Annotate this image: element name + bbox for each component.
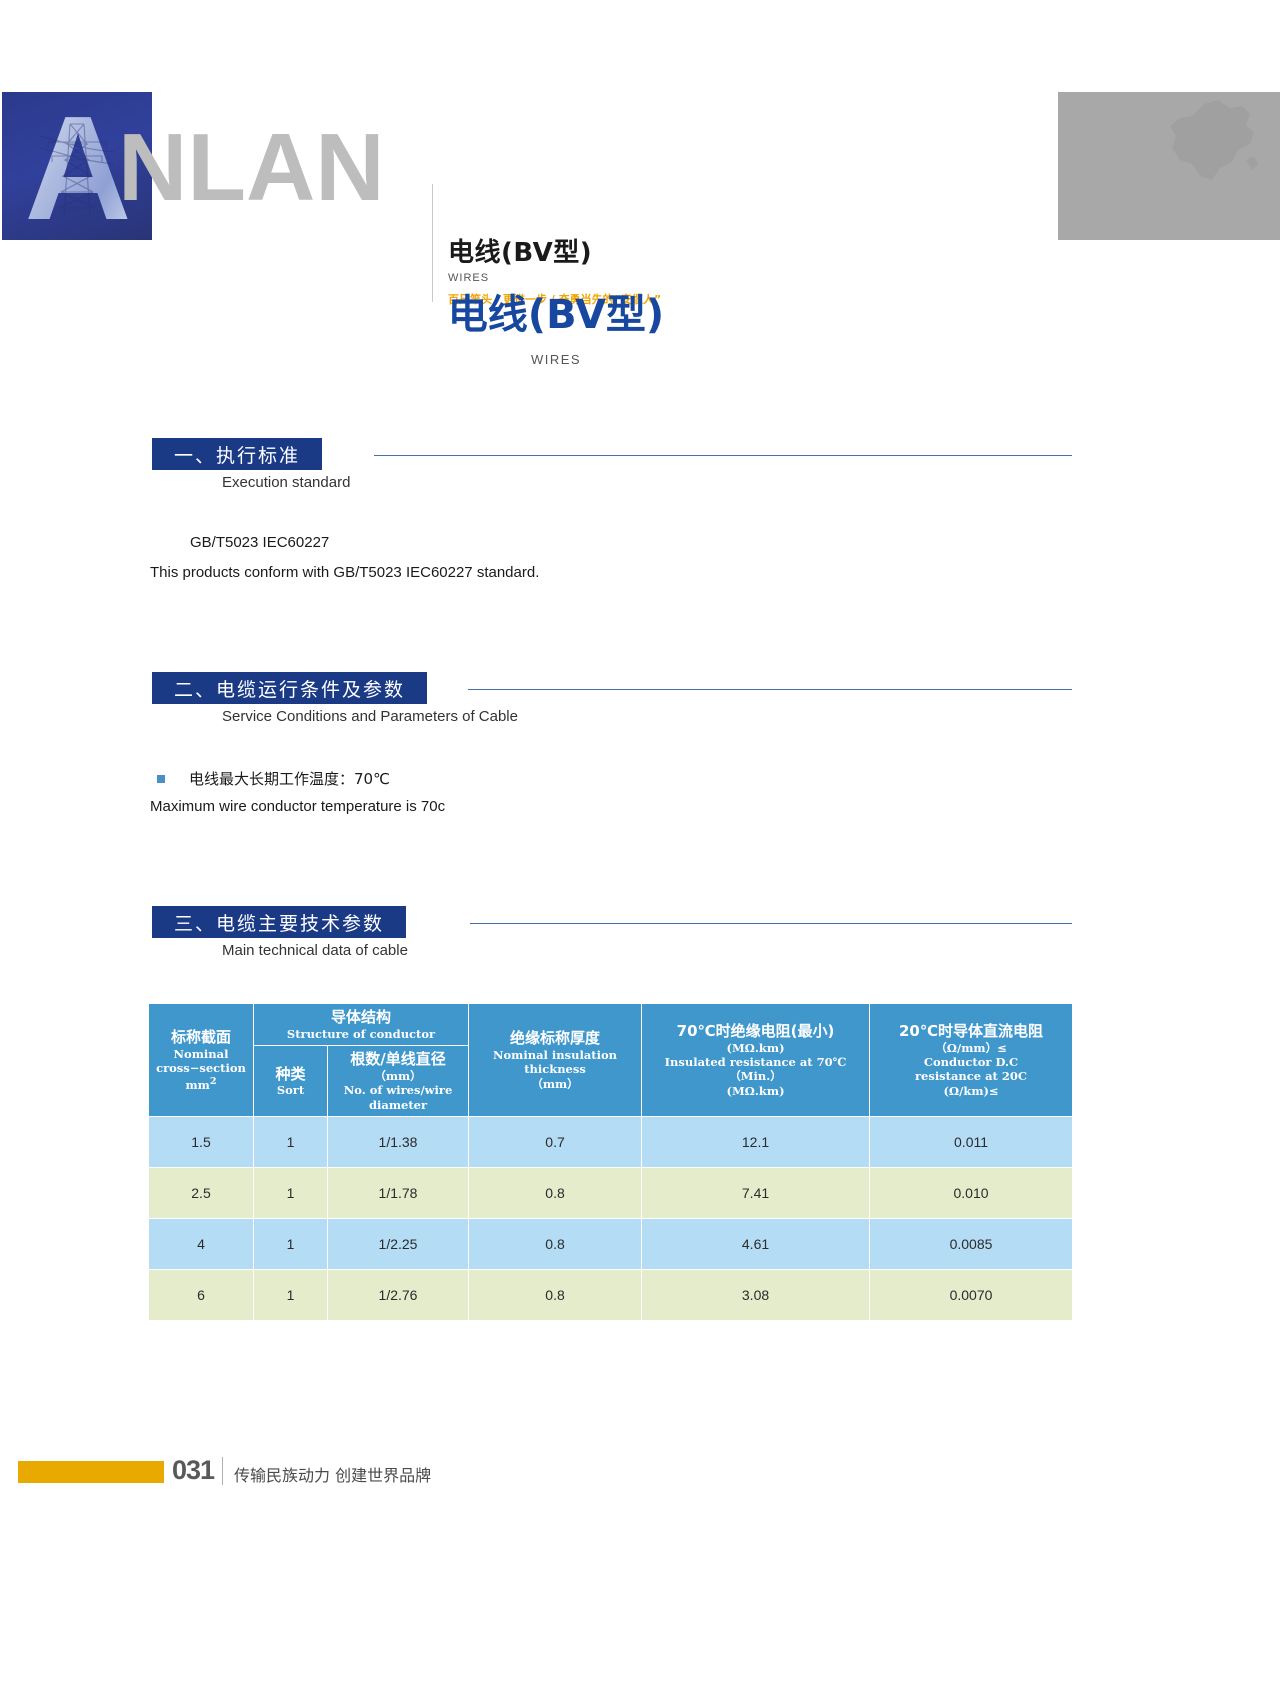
- col-nominal-insulation-thickness: 绝缘标称厚度 Nominal insulation thickness （mm）: [468, 1003, 643, 1117]
- square-bullet-icon: [157, 774, 165, 783]
- table-header-row-1: 标称截面 Nominal cross−section mm2 导体结构 Stru…: [148, 1002, 1074, 1117]
- section-service-conditions: 二、电缆运行条件及参数 Service Conditions and Param…: [0, 672, 1280, 725]
- table-row: 2.5 1 1/1.78 0.8 7.41 0.010: [148, 1167, 1074, 1219]
- header-product-en: WIRES: [448, 272, 490, 284]
- col-structure-of-conductor: 导体结构 Structure of conductor: [252, 1002, 470, 1047]
- temperature-bullet-cn: 电线最大长期工作温度：70℃: [189, 770, 390, 788]
- section-1-rule: [374, 455, 1072, 456]
- section-2-subtitle: Service Conditions and Parameters of Cab…: [222, 708, 518, 725]
- temperature-bullet-row: 电线最大长期工作温度：70℃: [157, 768, 390, 789]
- cell-resist20: 0.011: [869, 1116, 1074, 1168]
- cell-resist70: 7.41: [641, 1167, 871, 1219]
- header-gray-panel: [1058, 92, 1280, 240]
- cell-resist70: 4.61: [641, 1218, 871, 1270]
- cell-resist20: 0.010: [869, 1167, 1074, 1219]
- china-map-icon: [1170, 100, 1258, 180]
- cell-sort: 1: [253, 1269, 328, 1321]
- header-product-block: 电线(BV型) WIRES 百尺竿头，更进一步 / 奋勇当先的“安缆人”: [448, 232, 1008, 307]
- cell-sort: 1: [253, 1218, 328, 1270]
- footer-slogan: 传输民族动力 创建世界品牌: [234, 1466, 432, 1485]
- anlan-logo-mark: A: [2, 92, 152, 240]
- page-title-block: 电线(BV型) WIRES: [0, 282, 1112, 367]
- standard-conformance: This products conform with GB/T5023 IEC6…: [150, 564, 540, 581]
- cell-resist70: 3.08: [641, 1269, 871, 1321]
- brand-wordmark: NLAN: [118, 114, 385, 221]
- header-vertical-divider: [432, 184, 433, 302]
- section-2-title: 二、电缆运行条件及参数: [152, 672, 428, 704]
- transmission-tower-icon: [40, 123, 114, 217]
- header-product-cn: 电线(BV型): [448, 238, 593, 268]
- section-technical-data: 三、电缆主要技术参数 Main technical data of cable: [0, 906, 1280, 959]
- cell-resist20: 0.0070: [869, 1269, 1074, 1321]
- standard-codes: GB/T5023 IEC60227: [190, 534, 330, 551]
- technical-data-table: 标称截面 Nominal cross−section mm2 导体结构 Stru…: [148, 1002, 1074, 1321]
- cell-wires: 1/1.38: [326, 1116, 470, 1168]
- cell-insulation: 0.7: [468, 1116, 643, 1168]
- col-nominal-cross-section: 标称截面 Nominal cross−section mm2: [148, 1003, 254, 1117]
- cell-wires: 1/1.78: [326, 1167, 470, 1219]
- footer-page-number: 031: [172, 1455, 215, 1485]
- section-execution-standard: 一、执行标准 Execution standard: [0, 438, 1280, 491]
- section-3-rule: [470, 923, 1072, 924]
- col-sort: 种类 Sort: [253, 1045, 328, 1117]
- cell-insulation: 0.8: [468, 1218, 643, 1270]
- section-3-subtitle: Main technical data of cable: [222, 942, 408, 959]
- table-row: 1.5 1 1/1.38 0.7 12.1 0.011: [148, 1116, 1074, 1168]
- logo-letter-a: A: [25, 94, 132, 240]
- page-header: A NLAN 电线(BV型) WIRES 百尺竿头，更进一步 / 奋勇当先的“安…: [0, 92, 1280, 306]
- cell-nominal: 4: [148, 1218, 254, 1270]
- page-subtitle: WIRES: [530, 352, 582, 367]
- cell-insulation: 0.8: [468, 1167, 643, 1219]
- section-3-title: 三、电缆主要技术参数: [152, 906, 407, 938]
- section-2-rule: [468, 689, 1072, 690]
- technical-data-table-wrapper: 标称截面 Nominal cross−section mm2 导体结构 Stru…: [148, 1002, 1074, 1321]
- temperature-bullet-en: Maximum wire conductor temperature is 70…: [150, 798, 446, 815]
- cell-sort: 1: [253, 1116, 328, 1168]
- cell-nominal: 6: [148, 1269, 254, 1321]
- cell-resist70: 12.1: [641, 1116, 871, 1168]
- cell-sort: 1: [253, 1167, 328, 1219]
- table-row: 6 1 1/2.76 0.8 3.08 0.0070: [148, 1269, 1074, 1321]
- table-body: 1.5 1 1/1.38 0.7 12.1 0.011 2.5 1 1/1.78…: [148, 1116, 1074, 1321]
- table-row: 4 1 1/2.25 0.8 4.61 0.0085: [148, 1218, 1074, 1270]
- cell-resist20: 0.0085: [869, 1218, 1074, 1270]
- cell-insulation: 0.8: [468, 1269, 643, 1321]
- section-1-subtitle: Execution standard: [222, 474, 351, 491]
- section-1-title: 一、执行标准: [152, 438, 323, 470]
- col-insulated-resistance-70c: 70℃时绝缘电阻(最小) (MΩ.km) Insulated resistanc…: [641, 1003, 871, 1117]
- header-slogan: 百尺竿头，更进一步 / 奋勇当先的“安缆人”: [448, 293, 662, 306]
- page-footer: 031 传输民族动力 创建世界品牌: [0, 1455, 1280, 1489]
- footer-accent-bar: [18, 1461, 164, 1483]
- col-conductor-dc-resistance-20c: 20℃时导体直流电阻 （Ω/mm）≤ Conductor D.C resista…: [869, 1003, 1074, 1117]
- cell-nominal: 1.5: [148, 1116, 254, 1168]
- footer-divider: [222, 1457, 223, 1485]
- page-title: 电线(BV型): [447, 292, 665, 338]
- cell-wires: 1/2.25: [326, 1218, 470, 1270]
- col-no-of-wires-diameter: 根数/单线直径 （mm） No. of wires/wire diameter: [326, 1045, 470, 1117]
- cell-wires: 1/2.76: [326, 1269, 470, 1321]
- cell-nominal: 2.5: [148, 1167, 254, 1219]
